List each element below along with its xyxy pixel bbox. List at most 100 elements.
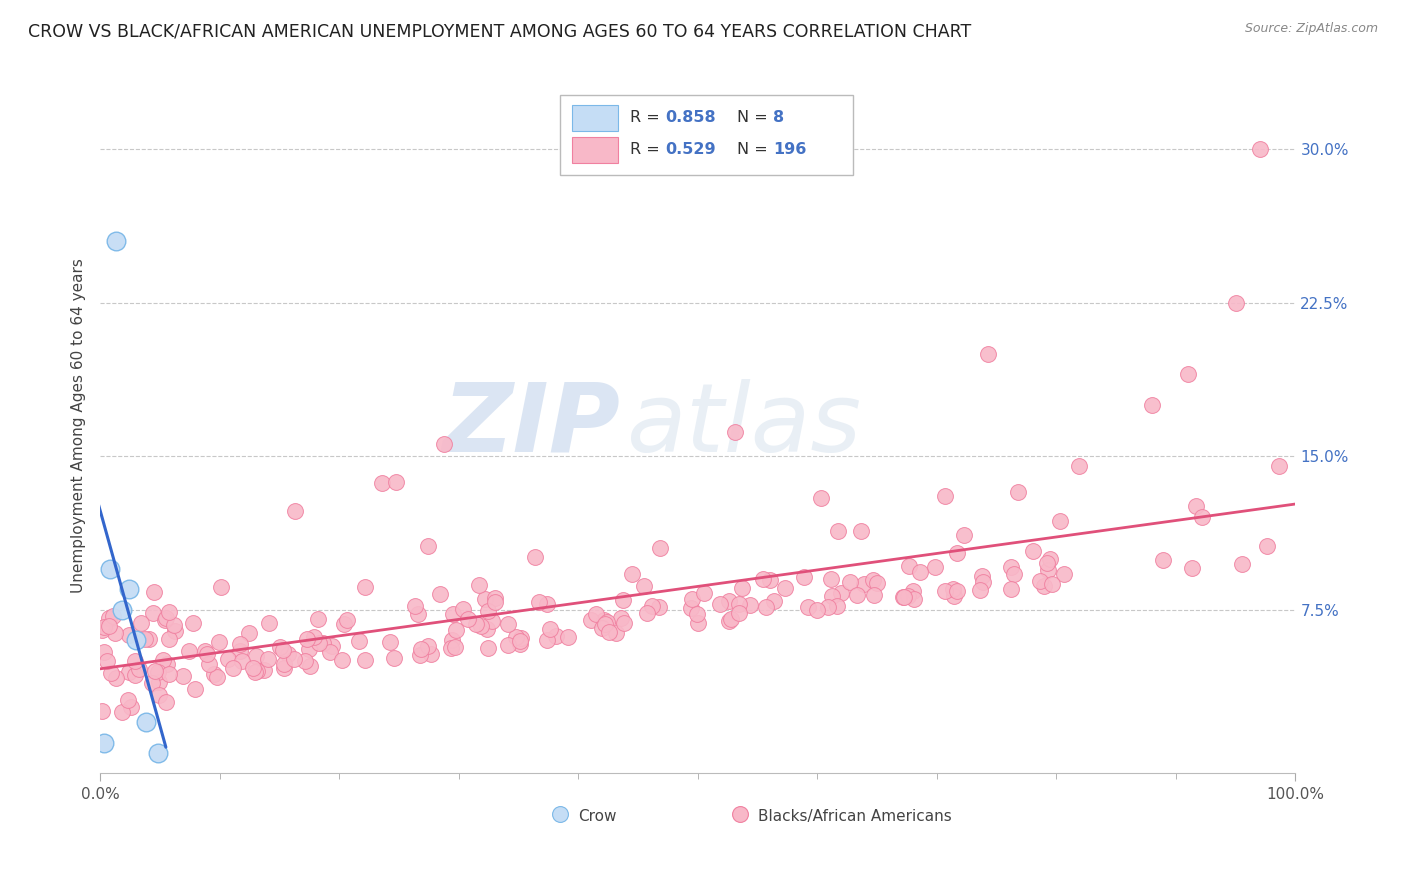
Point <box>256 652 278 666</box>
Point <box>118 665 141 679</box>
Point <box>157 666 180 681</box>
Point <box>728 598 751 612</box>
Point <box>209 580 232 594</box>
Point <box>972 574 994 589</box>
Point <box>100 665 122 680</box>
Point <box>591 621 613 635</box>
Point <box>1191 509 1213 524</box>
Point <box>1140 398 1163 412</box>
Point <box>231 654 253 668</box>
Point <box>863 589 886 603</box>
Point <box>457 612 479 626</box>
Point <box>184 682 207 697</box>
Point <box>903 591 925 606</box>
Point <box>229 637 252 651</box>
Point <box>222 661 245 675</box>
Point <box>97 619 120 633</box>
Point <box>444 624 467 638</box>
Point <box>433 437 456 451</box>
Point <box>253 663 276 677</box>
Point <box>153 613 176 627</box>
Point <box>93 620 115 634</box>
Point <box>194 644 217 658</box>
Point <box>610 610 633 624</box>
Point <box>183 616 205 631</box>
Point <box>605 626 627 640</box>
Point <box>118 628 141 642</box>
Point <box>636 606 658 620</box>
Text: R =: R = <box>630 143 665 157</box>
Point <box>755 600 778 615</box>
Point <box>321 639 343 653</box>
Point <box>120 700 142 714</box>
Point <box>1033 579 1056 593</box>
Point <box>648 600 671 615</box>
Point <box>404 599 426 614</box>
Point <box>307 612 329 626</box>
Point <box>598 625 620 640</box>
Point <box>852 577 875 591</box>
Point <box>117 693 139 707</box>
Point <box>1267 459 1289 474</box>
Point <box>319 645 342 659</box>
Point <box>934 583 956 598</box>
Point <box>155 611 177 625</box>
Point <box>523 550 546 565</box>
Point <box>353 580 375 594</box>
Point <box>510 631 533 645</box>
Point <box>465 617 488 632</box>
Point <box>441 607 464 621</box>
Point <box>243 665 266 679</box>
Point <box>897 589 920 603</box>
Point <box>943 589 966 603</box>
Point <box>371 476 394 491</box>
Text: 8: 8 <box>773 111 785 125</box>
Point <box>1040 577 1063 591</box>
Point <box>648 541 671 555</box>
Point <box>347 633 370 648</box>
Point <box>354 653 377 667</box>
Point <box>157 632 180 646</box>
Text: 0.858: 0.858 <box>665 111 716 125</box>
Point <box>908 566 931 580</box>
Point <box>470 619 492 633</box>
Point <box>308 636 330 650</box>
Point <box>793 570 815 584</box>
Point <box>969 583 991 598</box>
Point <box>509 633 531 648</box>
Point <box>763 594 786 608</box>
Text: 0.529: 0.529 <box>665 143 716 157</box>
Point <box>134 632 156 646</box>
Y-axis label: Unemployment Among Ages 60 to 64 years: Unemployment Among Ages 60 to 64 years <box>72 258 86 593</box>
Point <box>693 586 716 600</box>
Point <box>709 597 731 611</box>
Point <box>686 616 709 631</box>
Point <box>138 632 160 647</box>
Point <box>946 584 969 599</box>
Point <box>146 665 169 680</box>
Text: ZIP: ZIP <box>443 379 620 472</box>
Point <box>527 595 550 609</box>
Point <box>409 648 432 663</box>
Point <box>257 616 280 631</box>
Point <box>440 641 463 656</box>
Point <box>825 599 848 614</box>
Point <box>806 603 828 617</box>
Point <box>294 654 316 668</box>
Point <box>613 615 636 630</box>
Point <box>830 586 852 600</box>
Point <box>409 642 432 657</box>
Point <box>724 425 747 440</box>
Point <box>593 616 616 631</box>
Point <box>141 676 163 690</box>
Point <box>382 651 405 665</box>
Point <box>1002 567 1025 582</box>
Point <box>333 617 356 632</box>
Point <box>641 599 664 613</box>
Point <box>827 524 849 538</box>
Point <box>1177 368 1199 382</box>
Point <box>1000 560 1022 574</box>
Point <box>821 589 844 603</box>
Point <box>245 648 267 663</box>
Point <box>96 654 118 668</box>
